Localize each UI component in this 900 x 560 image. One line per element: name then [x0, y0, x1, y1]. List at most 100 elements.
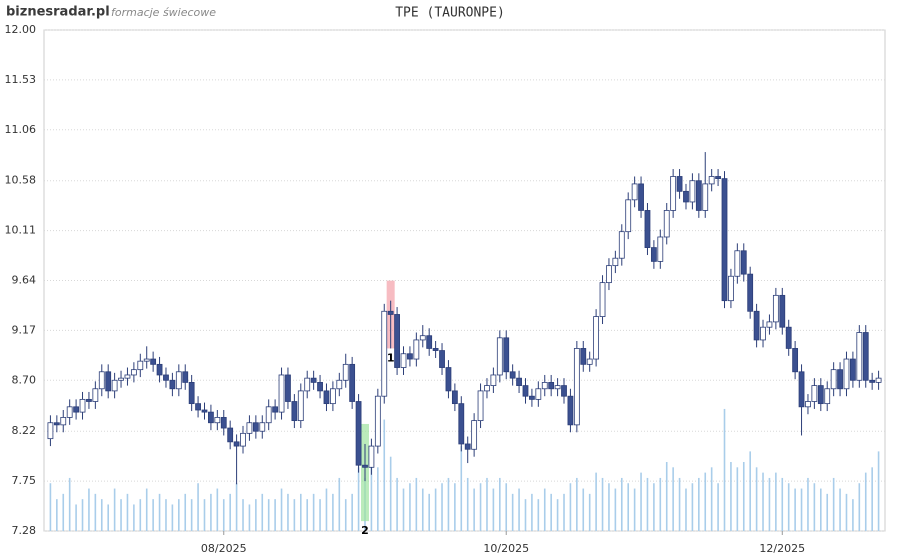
volume-bar	[775, 472, 777, 531]
y-tick-label: 12.00	[5, 23, 37, 36]
candle-body	[567, 395, 574, 426]
candle-body	[548, 381, 555, 390]
volume-bar	[826, 493, 829, 531]
volume-bar	[145, 488, 148, 531]
candle-body	[175, 371, 182, 390]
x-tick-label: 10/2025	[483, 542, 529, 555]
candle-body	[278, 374, 285, 413]
volume-bar	[659, 477, 662, 531]
volume-bar	[370, 451, 373, 531]
candle-body	[689, 180, 696, 203]
candle-body	[792, 348, 799, 373]
volume-bar	[646, 477, 649, 531]
volume-bar	[312, 493, 315, 531]
volume-bar	[248, 504, 251, 531]
volume-bar	[601, 477, 604, 531]
candle-body	[227, 427, 234, 443]
volume-bar	[813, 483, 816, 531]
candle-body	[638, 183, 644, 211]
candle-body	[747, 273, 754, 312]
candle-body	[644, 210, 651, 248]
candle-body	[214, 417, 221, 424]
candle-body	[201, 409, 208, 413]
candle-body	[625, 199, 632, 233]
candle-body	[336, 379, 343, 390]
chart-title: TPE (TAURONPE)	[395, 6, 505, 21]
volume-bar	[543, 488, 546, 531]
candle-body	[695, 180, 702, 211]
candle-body	[817, 385, 824, 405]
candle-body	[760, 326, 766, 341]
candle-body	[285, 374, 291, 402]
volume-bar	[49, 483, 52, 531]
volume-bar	[556, 499, 559, 531]
candle-body	[464, 443, 471, 450]
subtitle: formacje świecowe	[111, 6, 216, 19]
volume-bar	[845, 493, 848, 531]
candle-body	[374, 395, 381, 447]
candle-body	[407, 353, 413, 360]
volume-bar	[434, 488, 437, 531]
candle-body	[451, 390, 458, 405]
candle-body	[618, 231, 625, 259]
candle-body	[426, 335, 433, 349]
volume-bar	[120, 499, 122, 531]
volume-bar	[280, 488, 283, 531]
candle-body	[580, 348, 587, 365]
candle-body	[195, 403, 201, 411]
candle-body	[837, 369, 843, 390]
candle-body	[163, 374, 169, 381]
candle-body	[612, 257, 619, 267]
candle-body	[349, 363, 356, 402]
volume-bar	[608, 483, 610, 531]
candle-body	[599, 282, 606, 317]
volume-bar	[441, 483, 443, 531]
volume-bar	[678, 477, 681, 531]
candle-body	[310, 377, 317, 383]
volume-bar	[787, 483, 790, 531]
volume-bar	[344, 499, 347, 531]
candle-body	[843, 358, 850, 390]
volume-bar	[100, 499, 103, 531]
candle-body	[252, 422, 259, 432]
volume-bar	[563, 493, 565, 531]
volume-bar	[550, 493, 552, 531]
volume-bar	[473, 488, 475, 531]
volume-bar	[325, 488, 328, 531]
y-tick-label: 9.64	[12, 274, 37, 287]
volume-bar	[781, 477, 784, 531]
candle-body	[240, 432, 246, 447]
volume-bar	[184, 493, 187, 531]
volume-bar	[460, 446, 463, 531]
volume-bar	[421, 488, 424, 531]
volume-bar	[762, 472, 764, 531]
volume-bar	[723, 408, 726, 531]
volume-bar	[832, 477, 835, 531]
y-tick-label: 11.53	[5, 73, 37, 86]
candle-body	[458, 403, 465, 445]
candle-body	[73, 406, 79, 413]
volume-bar	[537, 499, 540, 531]
volume-bar	[255, 499, 257, 531]
volume-bar	[75, 504, 77, 531]
volume-bar	[518, 488, 520, 531]
volume-bar	[216, 488, 219, 531]
volume-bar	[351, 493, 353, 531]
candle-body	[150, 358, 157, 365]
volume-bar	[332, 493, 334, 531]
volume-bar	[749, 451, 751, 531]
candle-body	[124, 374, 131, 379]
candle-body	[111, 379, 118, 392]
volume-bar	[88, 488, 90, 531]
candle-body	[79, 398, 86, 413]
candle-body	[92, 388, 99, 402]
volume-bar	[377, 467, 379, 531]
candle-body	[766, 321, 773, 328]
candle-body	[471, 420, 478, 450]
volume-bar	[338, 477, 341, 531]
candle-body	[554, 385, 561, 390]
candle-body	[419, 335, 426, 341]
candle-body	[143, 358, 150, 362]
volume-bar	[627, 483, 630, 531]
